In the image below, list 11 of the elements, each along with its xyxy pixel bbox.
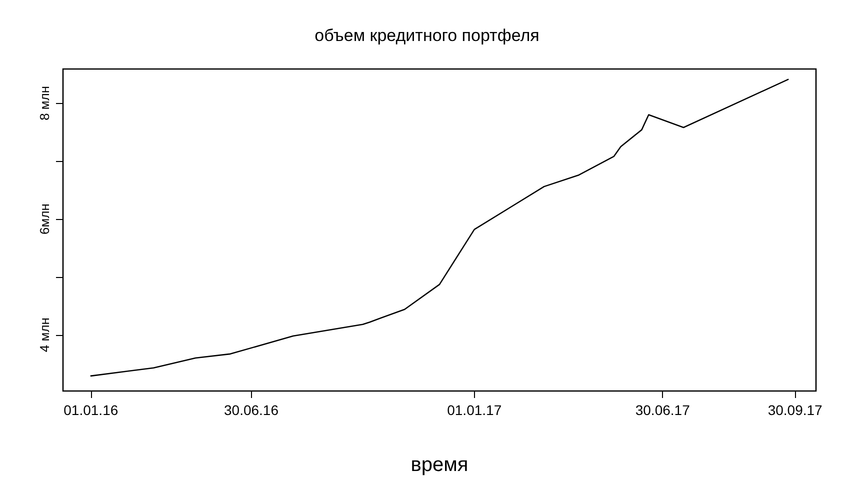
x-tick-label: 01.01.17 [447,402,502,418]
y-tick-label: 6млн [37,204,52,234]
y-tick-label: 8 млн [37,86,52,120]
chart-title: объем кредитного портфеля [314,26,540,45]
x-tick-label: 01.01.16 [64,402,118,418]
y-tick-label: 4 млн [37,318,52,352]
line-series [90,78,789,377]
x-tick-label: 30.09.17 [768,402,823,418]
x-tick-label: 30.06.17 [635,402,690,418]
x-axis-title: время [410,454,468,476]
x-tick-label: 30.06.16 [224,402,279,418]
